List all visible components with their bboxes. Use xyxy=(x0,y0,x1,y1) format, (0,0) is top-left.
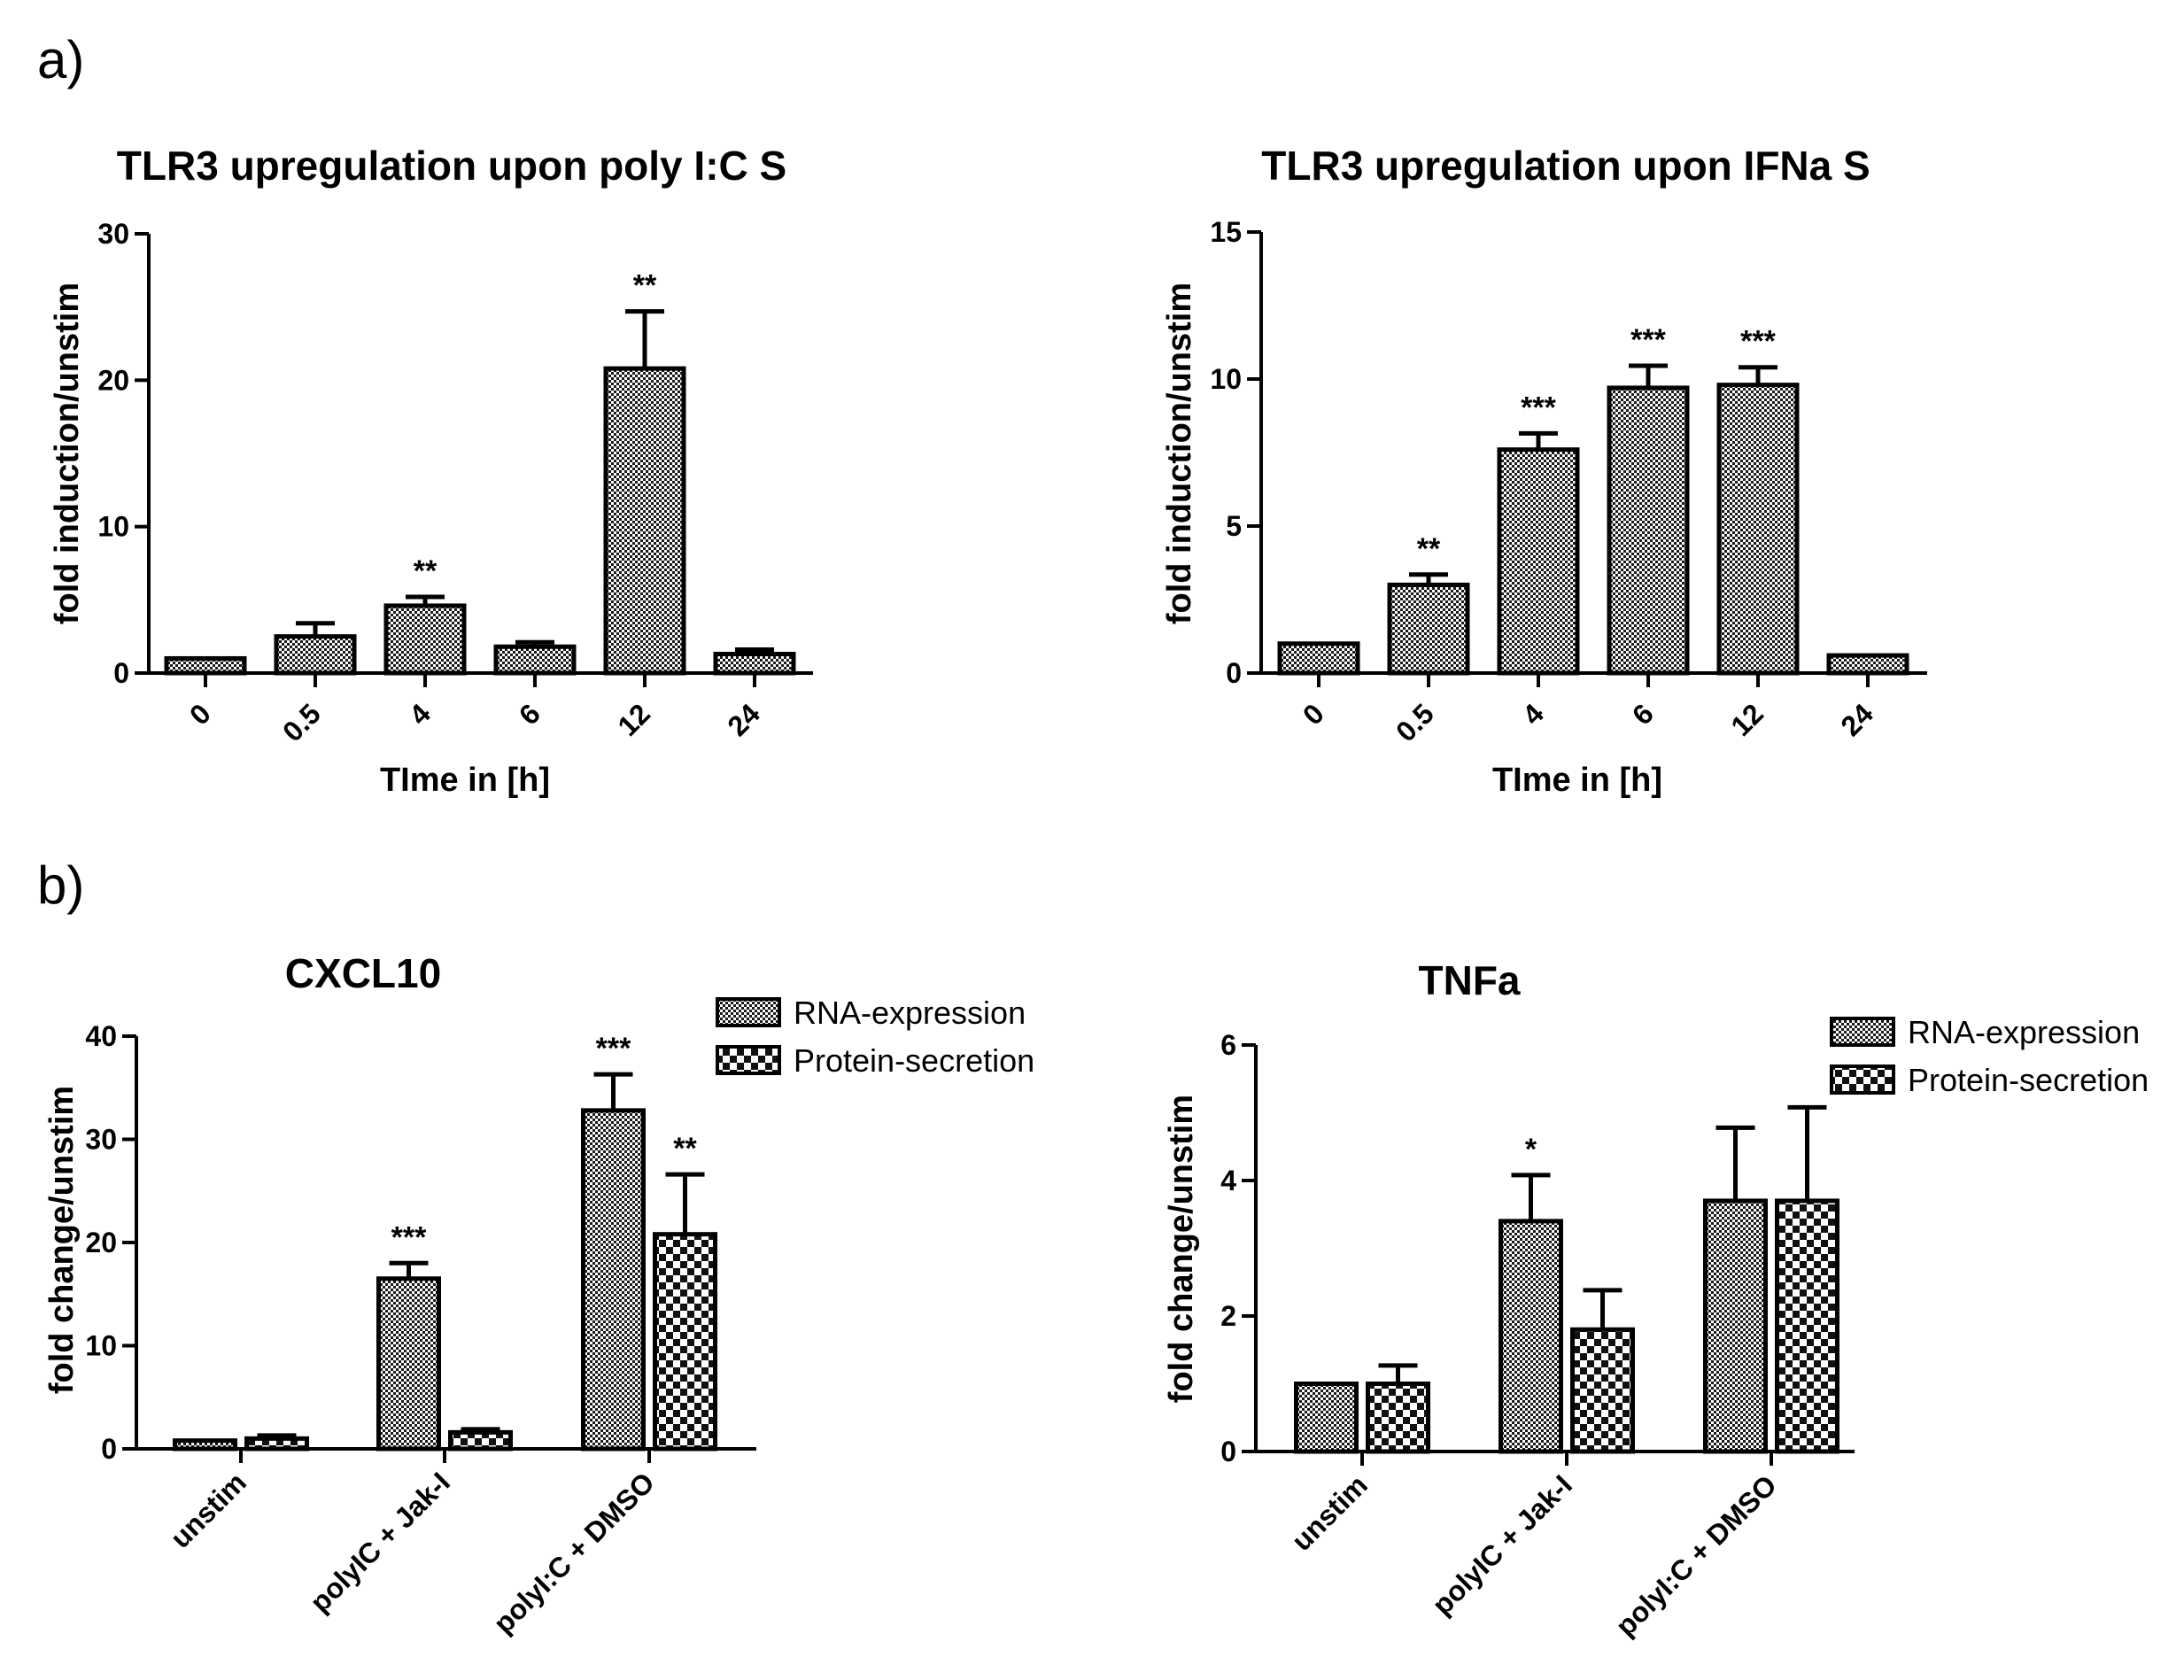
y-axis-title: fold induction/unstim xyxy=(49,283,86,624)
category-label: 24 xyxy=(1834,697,1879,742)
y-tick-label: 0 xyxy=(113,657,129,689)
y-tick-label: 4 xyxy=(1220,1165,1236,1196)
chart-title: CXCL10 xyxy=(285,950,441,996)
y-axis-title: fold induction/unstim xyxy=(1161,283,1198,624)
bar xyxy=(1366,1382,1430,1454)
bar xyxy=(653,1232,717,1452)
category-label: 12 xyxy=(611,697,656,742)
y-tick-label: 10 xyxy=(85,1330,117,1362)
category-label: 0 xyxy=(183,697,217,731)
legend-label: RNA-expression xyxy=(1908,1014,2140,1050)
significance-label: *** xyxy=(596,1032,631,1065)
bar xyxy=(1294,1382,1359,1454)
y-axis-title: fold change/unstim xyxy=(1163,1095,1200,1403)
bar xyxy=(603,366,686,676)
bar xyxy=(1387,582,1470,676)
y-tick-label: 20 xyxy=(97,364,129,396)
category-label: polyI:C + DMSO xyxy=(1609,1468,1783,1642)
bar xyxy=(1703,1198,1768,1454)
y-tick-label: 30 xyxy=(85,1124,117,1156)
y-tick-label: 10 xyxy=(1210,363,1242,395)
y-axis-title: fold change/unstim xyxy=(43,1086,81,1394)
y-tick-label: 0 xyxy=(1220,1436,1236,1467)
category-label: polyIC + Jak-I xyxy=(304,1466,456,1618)
bar xyxy=(173,1438,237,1452)
bar xyxy=(1499,1219,1563,1454)
significance-label: ** xyxy=(414,554,438,588)
bar xyxy=(448,1429,513,1452)
legend-swatch xyxy=(1830,1065,1895,1095)
bar xyxy=(1277,641,1360,676)
significance-label: *** xyxy=(391,1220,427,1254)
legend-label: Protein-secretion xyxy=(1908,1062,2149,1098)
category-label: polyI:C + DMSO xyxy=(487,1466,661,1639)
bar xyxy=(1497,447,1580,676)
bar xyxy=(1826,653,1909,676)
category-label: 6 xyxy=(1626,697,1660,731)
y-tick-label: 10 xyxy=(97,511,129,543)
chart-tnfa: TNFa 0 2 4 6 fold change/unstim unstim polyIC +… xyxy=(1163,957,2149,1642)
category-label: 0.5 xyxy=(276,697,327,747)
significance-label: ** xyxy=(633,269,657,303)
panel-label-b: b) xyxy=(37,855,84,915)
bar xyxy=(1570,1327,1635,1454)
chart-title: TLR3 upregulation upon poly I:C S xyxy=(117,143,786,189)
category-label: 0.5 xyxy=(1390,697,1440,747)
category-label: unstim xyxy=(1285,1468,1374,1557)
bar xyxy=(244,1436,309,1452)
y-tick-label: 20 xyxy=(85,1227,117,1258)
bar xyxy=(1775,1198,1839,1454)
category-label: polyIC + Jak-I xyxy=(1426,1468,1578,1621)
significance-label: * xyxy=(1525,1133,1537,1166)
significance-label: *** xyxy=(1740,325,1776,359)
y-tick-label: 0 xyxy=(101,1433,117,1465)
legend-swatch xyxy=(716,997,781,1027)
significance-label: *** xyxy=(1521,391,1556,424)
bar xyxy=(274,634,357,676)
category-label: unstim xyxy=(164,1466,252,1554)
category-label: 4 xyxy=(1516,697,1550,731)
bar xyxy=(1607,385,1690,676)
y-tick-label: 0 xyxy=(1226,657,1242,689)
category-label: 24 xyxy=(721,697,766,742)
x-axis-title: TIme in [h] xyxy=(380,762,550,799)
legend-label: RNA-expression xyxy=(794,995,1026,1031)
category-label: 12 xyxy=(1724,697,1770,742)
chart-tlr3-ifna: TLR3 upregulation upon IFNa S 0 5 10 15 fold … xyxy=(1161,143,1927,799)
bar xyxy=(376,1276,441,1452)
significance-label: ** xyxy=(1417,532,1441,566)
legend-swatch xyxy=(1830,1017,1895,1047)
category-label: 0 xyxy=(1297,697,1330,731)
y-tick-label: 15 xyxy=(1210,216,1242,248)
y-tick-label: 30 xyxy=(97,218,129,250)
y-tick-label: 5 xyxy=(1226,510,1242,542)
y-tick-label: 40 xyxy=(85,1020,117,1052)
bar xyxy=(164,655,247,676)
chart-title: TLR3 upregulation upon IFNa S xyxy=(1261,143,1870,189)
bar xyxy=(713,652,796,676)
bar xyxy=(383,603,467,676)
significance-label: ** xyxy=(673,1132,697,1165)
y-tick-label: 2 xyxy=(1220,1300,1236,1332)
chart-title: TNFa xyxy=(1419,957,1521,1003)
x-axis-title: TIme in [h] xyxy=(1492,762,1662,799)
legend-swatch xyxy=(716,1045,781,1075)
bar xyxy=(493,644,577,676)
y-tick-label: 6 xyxy=(1220,1029,1236,1061)
panel-label-a: a) xyxy=(37,30,84,89)
legend-label: Protein-secretion xyxy=(794,1042,1034,1079)
bar xyxy=(1716,383,1800,676)
significance-label: *** xyxy=(1630,323,1666,357)
category-label: 6 xyxy=(513,697,546,731)
chart-tlr3-polyic: TLR3 upregulation upon poly I:C S 0 10 20 30… xyxy=(49,143,813,799)
category-label: 4 xyxy=(403,697,437,731)
bar xyxy=(581,1108,646,1452)
